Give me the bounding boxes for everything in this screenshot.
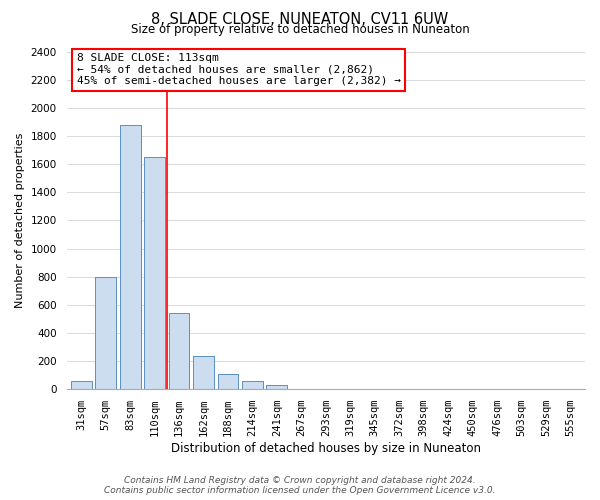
Text: 8 SLADE CLOSE: 113sqm
← 54% of detached houses are smaller (2,862)
45% of semi-d: 8 SLADE CLOSE: 113sqm ← 54% of detached … (77, 53, 401, 86)
Bar (218, 374, 238, 389)
Text: Size of property relative to detached houses in Nuneaton: Size of property relative to detached ho… (131, 22, 469, 36)
X-axis label: Distribution of detached houses by size in Nuneaton: Distribution of detached houses by size … (171, 442, 481, 455)
Bar (120, 124, 140, 389)
Bar (266, 385, 287, 389)
Bar (193, 356, 214, 389)
Y-axis label: Number of detached properties: Number of detached properties (15, 132, 25, 308)
Bar (71, 382, 92, 389)
Text: Contains HM Land Registry data © Crown copyright and database right 2024.
Contai: Contains HM Land Registry data © Crown c… (104, 476, 496, 495)
Bar (144, 157, 165, 389)
Text: 8, SLADE CLOSE, NUNEATON, CV11 6UW: 8, SLADE CLOSE, NUNEATON, CV11 6UW (151, 12, 449, 28)
Bar (169, 313, 190, 389)
Bar (242, 382, 263, 389)
Bar (95, 276, 116, 389)
